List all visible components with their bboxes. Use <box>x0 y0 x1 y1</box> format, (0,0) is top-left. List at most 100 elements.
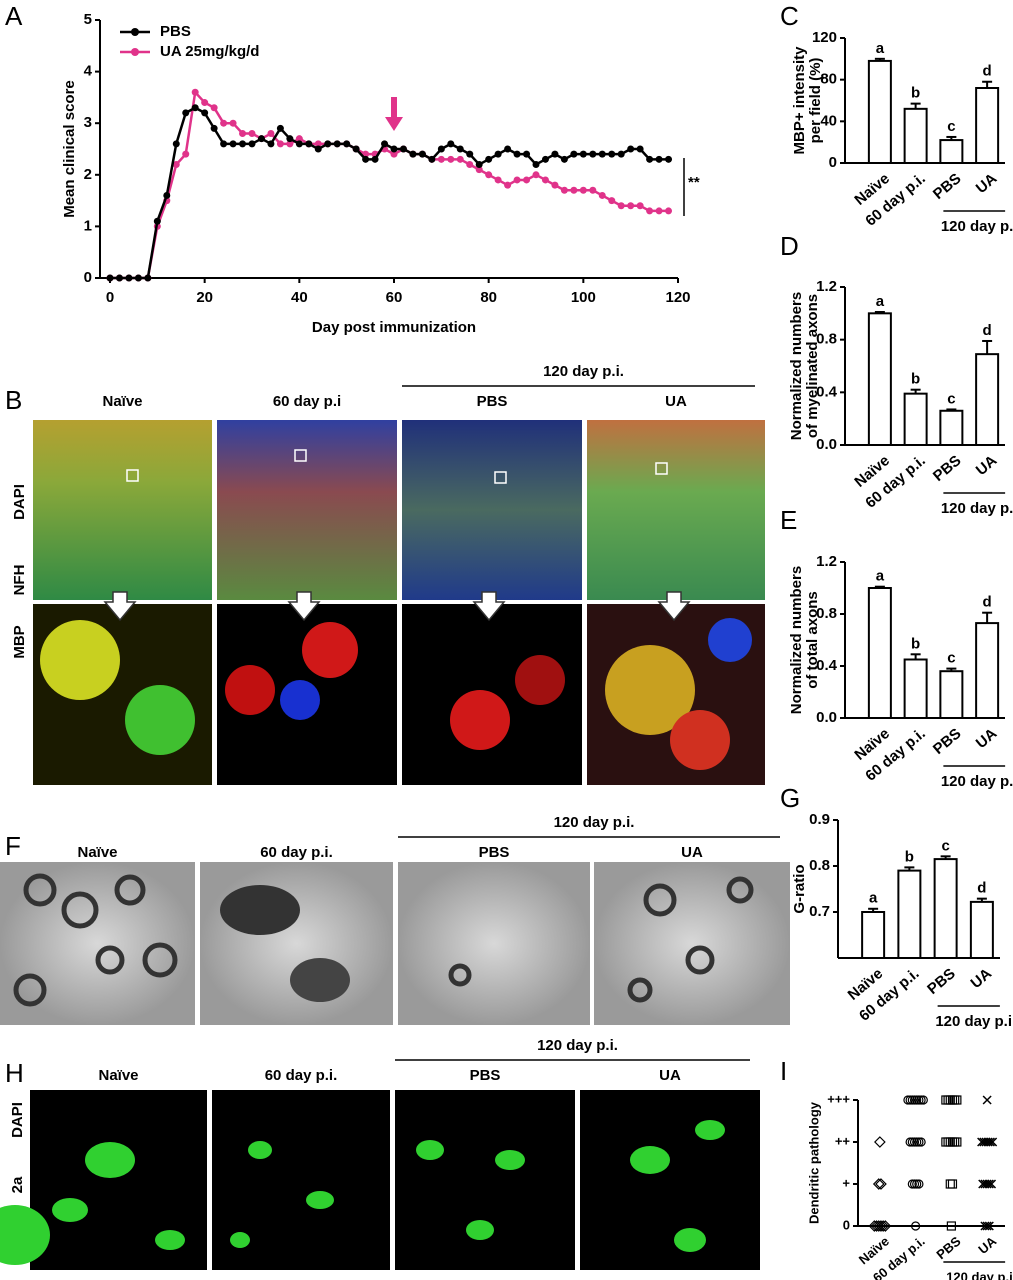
point <box>144 274 152 282</box>
point <box>523 150 531 158</box>
point <box>106 274 114 282</box>
bar <box>975 87 1000 164</box>
point <box>437 155 445 163</box>
group-label: 120 day p.i. <box>941 218 1013 235</box>
point <box>220 119 228 127</box>
x-tick-label: 0 <box>106 289 114 306</box>
point <box>872 1178 885 1190</box>
point <box>560 155 568 163</box>
x-tick-label: 80 <box>480 289 497 306</box>
point <box>286 135 294 143</box>
panel-letter: B <box>5 385 22 415</box>
bar <box>867 587 892 719</box>
micrograph <box>200 862 393 1025</box>
column-title: Naïve <box>102 393 142 410</box>
panel-letter: A <box>5 1 23 31</box>
point <box>295 140 303 148</box>
panel-letter: C <box>780 1 799 31</box>
stain-label: NFH <box>11 565 28 596</box>
point <box>475 166 483 174</box>
arrow <box>103 591 137 622</box>
y-axis-label: per field (%) <box>807 58 824 144</box>
point <box>115 274 123 282</box>
column-title: 60 day p.i <box>273 393 341 410</box>
point <box>428 155 436 163</box>
y-tick-label: 0.8 <box>816 331 837 348</box>
point <box>877 1220 890 1232</box>
y-tick-label: + <box>842 1175 850 1190</box>
group-title: 120 day p.i. <box>537 1037 618 1054</box>
point <box>295 135 303 143</box>
y-axis-label: of total axons <box>804 591 821 689</box>
point <box>947 1179 958 1189</box>
point <box>362 155 370 163</box>
point <box>946 1221 956 1231</box>
blob <box>515 655 565 705</box>
axon <box>13 973 47 1007</box>
y-tick-label: 0.8 <box>816 605 837 622</box>
y-tick-label: 0.4 <box>816 383 838 400</box>
bar <box>939 409 964 446</box>
y-tick-label: 4 <box>84 63 93 80</box>
point <box>390 150 398 158</box>
point <box>560 186 568 194</box>
glow <box>0 1205 50 1265</box>
significance-letter: d <box>983 594 992 611</box>
axon <box>448 963 472 987</box>
point <box>879 1220 892 1232</box>
point <box>191 88 199 96</box>
neuron <box>248 1141 272 1159</box>
point <box>172 160 180 168</box>
roi <box>494 471 507 484</box>
stain-label: MBP <box>11 625 28 658</box>
point <box>494 176 502 184</box>
y-tick-label: 0.8 <box>809 857 830 874</box>
point <box>466 160 474 168</box>
x-tick-label: PBS <box>930 725 965 758</box>
bar <box>939 670 964 720</box>
panel-letter: H <box>5 1058 24 1088</box>
x-tick-label: 120 <box>665 289 690 306</box>
point <box>333 140 341 148</box>
significance-letter: b <box>911 371 920 388</box>
axon <box>142 942 178 978</box>
point <box>874 1136 886 1148</box>
x-tick-label: 60 <box>386 289 403 306</box>
point <box>617 150 625 158</box>
legend-label: UA 25mg/kg/d <box>160 43 259 60</box>
point <box>984 1179 994 1189</box>
micrograph <box>33 420 212 600</box>
column-title: 60 day p.i. <box>260 844 333 861</box>
point <box>172 140 180 148</box>
point <box>982 1095 992 1105</box>
x-axis-label: Day post immunization <box>312 319 476 336</box>
cell <box>220 885 300 935</box>
axon <box>726 876 754 904</box>
column-title: Naïve <box>77 844 117 861</box>
neuron <box>416 1140 444 1160</box>
significance-letter: b <box>911 85 920 102</box>
y-tick-label: 1.2 <box>816 278 837 295</box>
neuron <box>674 1228 706 1252</box>
point <box>229 119 237 127</box>
point <box>513 150 521 158</box>
roi <box>126 469 139 482</box>
point <box>267 140 275 148</box>
bar <box>867 312 892 447</box>
point <box>636 202 644 210</box>
y-tick-label: 0 <box>843 1217 850 1232</box>
point <box>579 186 587 194</box>
point <box>314 140 322 148</box>
point <box>125 274 133 282</box>
x-tick-label: PBS <box>930 452 965 485</box>
group-label: 120 day p.i. <box>941 773 1013 790</box>
point <box>276 124 284 132</box>
micrograph <box>587 420 765 600</box>
neuron <box>230 1232 250 1248</box>
micrograph <box>594 862 790 1025</box>
significance-letter: a <box>876 40 885 57</box>
bar <box>903 658 928 719</box>
point <box>665 207 673 215</box>
point <box>579 150 587 158</box>
bar <box>975 353 1000 446</box>
